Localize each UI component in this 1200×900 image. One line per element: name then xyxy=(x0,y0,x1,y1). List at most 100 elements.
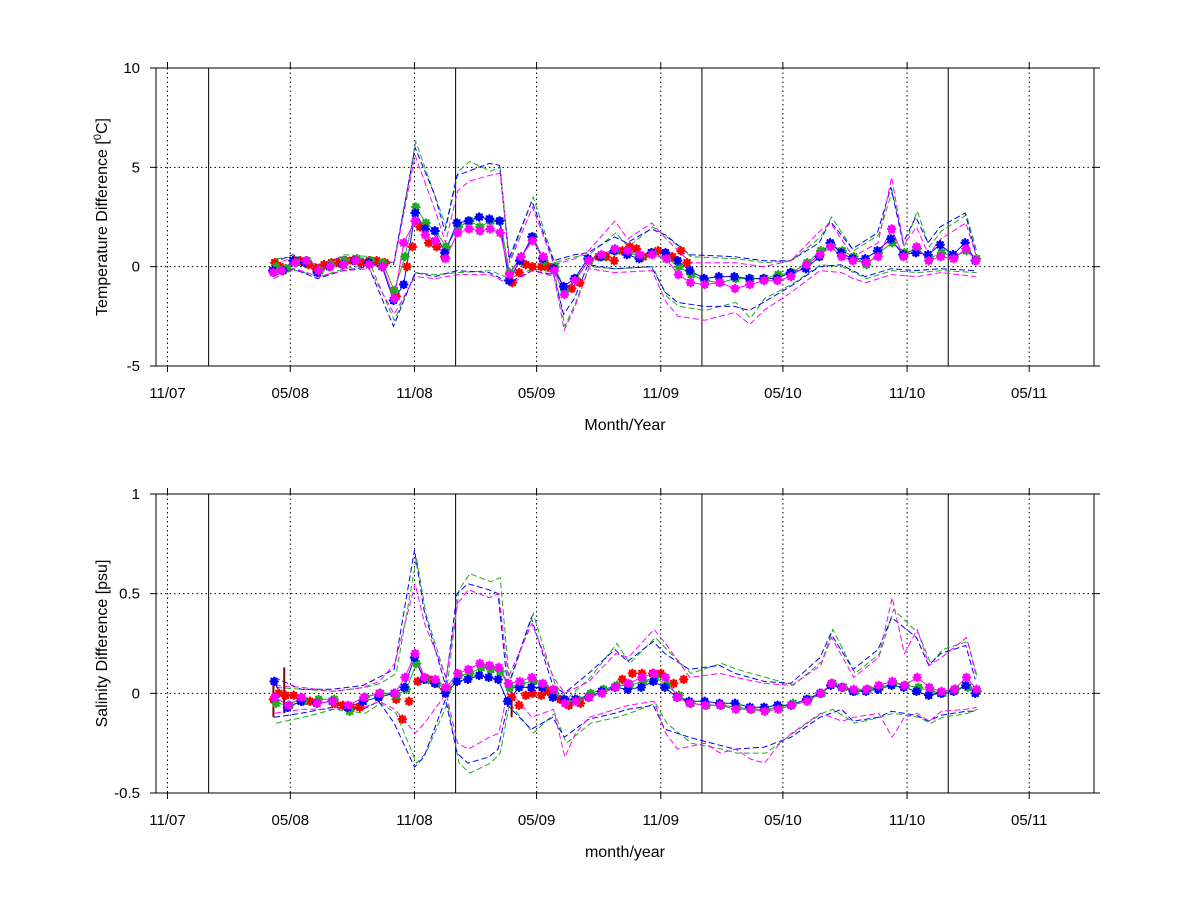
magenta-data-point xyxy=(649,668,659,679)
magenta-data-point xyxy=(948,253,959,264)
green-data-point xyxy=(411,202,421,212)
red-data-point xyxy=(527,261,538,272)
magenta-data-point xyxy=(672,692,683,703)
blue-data-point xyxy=(548,692,558,703)
red-data-point xyxy=(415,222,425,232)
magenta-data-point xyxy=(377,261,388,272)
y-tick-label: 0 xyxy=(132,685,140,702)
magenta-data-point xyxy=(730,704,741,715)
green-data-point xyxy=(441,242,451,252)
magenta-data-point xyxy=(312,698,323,709)
magenta-data-point xyxy=(745,279,755,290)
y-axis-title: Salinity Difference [psu] xyxy=(94,560,111,728)
magenta-data-point xyxy=(637,672,647,683)
magenta-data-point xyxy=(485,224,495,234)
salinity-panel: 11/07 05/08 11/08 05/09 11/09 05/10 11/10 05/11… xyxy=(94,486,1100,861)
red-data-point xyxy=(536,690,547,701)
magenta-data-point xyxy=(549,265,559,276)
magenta-data-point xyxy=(887,676,897,687)
magenta-data-point xyxy=(527,672,537,683)
magenta-data-point xyxy=(475,658,485,669)
red-data-point xyxy=(402,261,412,272)
magenta-data-point xyxy=(912,672,922,683)
red-data-point xyxy=(527,688,538,699)
magenta-data-point xyxy=(389,293,399,304)
blue-data-point xyxy=(429,226,440,236)
magenta-data-point xyxy=(548,684,559,695)
blue-data-point xyxy=(886,234,896,244)
y-tick-label: 5 xyxy=(132,159,140,176)
red-data-point xyxy=(536,261,547,272)
magenta-data-point xyxy=(936,251,946,262)
red-data-point xyxy=(355,702,365,713)
magenta-data-point xyxy=(452,228,463,238)
y-tick-label: -0.5 xyxy=(114,785,140,802)
blue-lower-band-line xyxy=(272,264,976,328)
magenta-data-point xyxy=(815,249,825,260)
x-tick-label: 11/07 xyxy=(149,812,185,829)
red-data-point xyxy=(543,261,553,272)
green-data-point xyxy=(887,238,897,248)
magenta-data-point xyxy=(410,648,420,659)
x-tick-label: 11/09 xyxy=(643,812,679,829)
magenta-data-point xyxy=(301,255,311,266)
magenta-data-point xyxy=(343,700,354,711)
magenta-data-point xyxy=(475,226,485,236)
x-tick-label: 05/11 xyxy=(1011,812,1047,829)
red-data-point xyxy=(413,676,423,687)
blue-data-point xyxy=(463,216,474,226)
green-data-point xyxy=(485,664,496,675)
blue-data-point xyxy=(636,682,646,693)
red-data-point xyxy=(631,244,642,254)
blue-data-point xyxy=(398,279,409,290)
red-data-point xyxy=(627,668,638,679)
blue-upper-band-line xyxy=(272,145,976,266)
x-tick-label: 05/08 xyxy=(272,385,310,402)
x-axis-title: month/year xyxy=(585,844,666,861)
blue-data-point xyxy=(730,698,740,709)
red-data-point xyxy=(676,246,686,256)
blue-data-point xyxy=(463,674,473,685)
magenta-data-point xyxy=(494,662,504,673)
blue-data-point xyxy=(672,255,683,266)
green-data-point xyxy=(313,694,324,705)
red-data-point xyxy=(431,242,442,252)
blue-data-point xyxy=(729,271,740,282)
magenta-lower-band-line xyxy=(273,268,976,332)
green-lower-band-line xyxy=(275,701,978,774)
green-data-point xyxy=(495,666,505,677)
magenta-data-point xyxy=(971,684,982,695)
green-data-point xyxy=(550,688,560,699)
green-data-point xyxy=(465,668,475,679)
magenta-data-point xyxy=(527,236,538,246)
green-data-point xyxy=(271,261,281,272)
blue-data-point xyxy=(514,255,525,266)
magenta-data-point xyxy=(861,257,871,268)
magenta-data-point xyxy=(826,242,836,252)
red-data-point xyxy=(575,277,585,288)
blue-data-point xyxy=(685,265,695,276)
magenta-data-point xyxy=(328,696,338,707)
green-data-point xyxy=(476,662,487,673)
magenta-data-point xyxy=(560,698,570,709)
magenta-data-point xyxy=(911,242,922,252)
magenta-data-point xyxy=(516,251,526,262)
magenta-data-point xyxy=(441,682,451,693)
red-data-point xyxy=(274,688,284,699)
green-data-point xyxy=(650,672,661,683)
magenta-data-point xyxy=(559,289,570,300)
x-tick-label: 05/10 xyxy=(764,385,802,402)
red-data-point xyxy=(338,700,348,711)
x-tick-label: 11/07 xyxy=(149,385,185,402)
axes-frame xyxy=(155,67,1095,367)
magenta-data-point xyxy=(430,674,441,685)
magenta-data-point xyxy=(635,249,645,260)
blue-data-point xyxy=(420,224,431,234)
magenta-data-point xyxy=(464,224,474,234)
green-data-point xyxy=(686,269,696,280)
red-data-point xyxy=(356,257,366,268)
red-data-point xyxy=(295,255,306,266)
green-upper-band-line xyxy=(276,139,978,268)
magenta-data-point xyxy=(861,684,872,695)
x-tick-label: 11/10 xyxy=(889,385,925,402)
